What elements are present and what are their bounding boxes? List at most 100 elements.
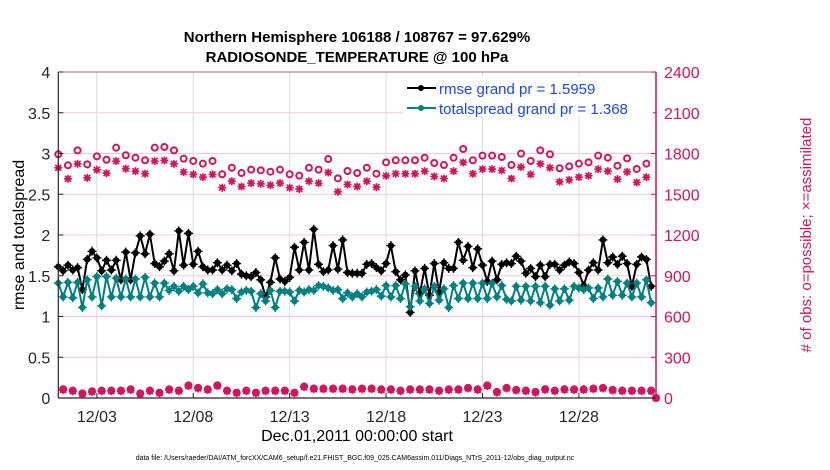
totalspread-marker-cross — [526, 296, 536, 306]
possible-count-marker — [613, 161, 622, 170]
chart-title: Northern Hemisphere 106188 / 108767 = 97… — [184, 29, 530, 46]
totalspread-point — [429, 281, 439, 291]
totalspread-marker-cross — [338, 294, 348, 304]
totalspread-point — [87, 292, 97, 302]
assimilated-count-marker — [237, 182, 246, 191]
rmse-point — [130, 248, 140, 258]
totalspread-marker-cross — [627, 292, 637, 302]
rmse-marker-cross — [82, 254, 92, 264]
possible-count-marker — [247, 165, 256, 174]
assimilated-marker-star — [430, 172, 439, 181]
rmse-marker-cross — [473, 244, 483, 254]
y-tick-label-left: 4 — [41, 65, 50, 82]
possible-count-marker — [353, 169, 362, 178]
assimilated-marker-star — [304, 177, 313, 186]
assimilated-count-marker — [68, 387, 77, 396]
totalspread-point — [371, 285, 381, 295]
assimilated-marker-star — [208, 170, 217, 179]
totalspread-point — [246, 286, 256, 296]
rmse-marker-cross — [526, 263, 536, 273]
assimilated-count-marker — [589, 385, 598, 394]
totalspread-point — [188, 281, 198, 291]
rmse-point — [222, 260, 232, 270]
rmse-point — [603, 258, 613, 268]
rmse-marker-cross — [333, 264, 343, 274]
rmse-point — [106, 265, 116, 275]
totalspread-point — [526, 296, 536, 306]
rmse-point — [97, 266, 107, 276]
totalspread-marker-cross — [126, 292, 136, 302]
totalspread-point — [535, 298, 545, 308]
legend-background — [403, 76, 653, 116]
rmse-marker-cross — [598, 235, 608, 245]
assimilated-marker-star — [435, 387, 444, 396]
rmse-point — [584, 265, 594, 275]
rmse-marker-cross — [622, 259, 632, 269]
rmse-point — [453, 237, 463, 247]
totalspread-marker-cross — [343, 288, 353, 298]
rmse-marker-cross — [212, 258, 222, 268]
assimilated-marker-star — [102, 169, 111, 178]
assimilated-marker-star — [632, 178, 641, 187]
rmse-point — [569, 259, 579, 269]
totalspread-point — [159, 278, 169, 288]
rmse-point — [338, 235, 348, 245]
assimilated-marker-star — [165, 385, 174, 394]
assimilated-marker-star — [594, 165, 603, 174]
assimilated-count-marker — [83, 173, 92, 182]
assimilated-count-marker — [304, 177, 313, 186]
rmse-marker-cross — [174, 226, 184, 236]
totalspread-marker-cross — [516, 295, 526, 305]
rmse-point — [598, 235, 608, 245]
totalspread-point — [97, 301, 107, 311]
rmse-point — [521, 268, 531, 278]
totalspread-point — [68, 293, 78, 303]
totalspread-marker-cross — [150, 278, 160, 288]
assimilated-marker-star — [290, 389, 299, 398]
assimilated-marker-star — [266, 181, 275, 190]
rmse-marker-cross — [357, 268, 367, 278]
totalspread-point — [506, 296, 516, 306]
totalspread-marker-cross — [73, 277, 83, 287]
totalspread-point — [174, 286, 184, 296]
assimilated-count-marker — [468, 169, 477, 178]
totalspread-marker-cross — [429, 281, 439, 291]
possible-count-marker — [266, 167, 275, 176]
assimilated-marker-star — [565, 175, 574, 184]
possible-count-marker — [198, 159, 207, 168]
assimilated-count-marker — [386, 385, 395, 394]
assimilated-count-marker — [271, 387, 280, 396]
rmse-marker-cross — [183, 228, 193, 238]
assimilated-marker-star — [541, 385, 550, 394]
rmse-marker-cross — [140, 249, 150, 259]
assimilated-marker-star — [314, 179, 323, 188]
totalspread-point — [140, 272, 150, 282]
totalspread-point — [347, 292, 357, 302]
rmse-point — [164, 249, 174, 259]
assimilated-marker-star — [73, 159, 82, 168]
assimilated-count-marker — [213, 382, 222, 391]
assimilated-count-marker — [343, 180, 352, 189]
assimilated-count-marker — [63, 174, 72, 183]
totalspread-marker-cross — [550, 284, 560, 294]
totalspread-point — [564, 295, 574, 305]
assimilated-count-marker — [550, 387, 559, 396]
totalspread-marker-cross — [487, 278, 497, 288]
totalspread-marker-cross — [439, 284, 449, 294]
rmse-marker-cross — [58, 266, 68, 276]
rmse-marker-cross — [188, 259, 198, 269]
rmse-marker-cross — [396, 275, 406, 285]
totalspread-marker-cross — [593, 283, 603, 293]
rmse-point — [227, 266, 237, 276]
assimilated-count-marker — [92, 165, 101, 174]
rmse-marker-cross — [102, 255, 112, 265]
assimilated-marker-star — [608, 386, 617, 395]
totalspread-point — [155, 292, 165, 302]
rmse-point — [179, 260, 189, 270]
totalspread-point — [82, 275, 92, 285]
assimilated-marker-star — [401, 169, 410, 178]
rmse-point — [550, 259, 560, 269]
rmse-marker-cross — [314, 259, 324, 269]
rmse-marker-cross — [608, 252, 618, 262]
totalspread-marker-cross — [188, 281, 198, 291]
